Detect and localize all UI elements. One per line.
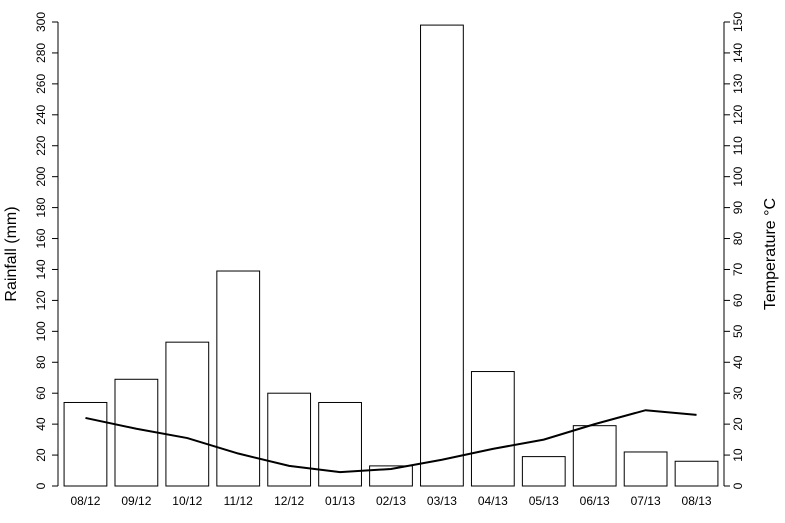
y-tick-label: 60 <box>34 386 48 400</box>
bar <box>420 24 464 487</box>
x-tick-label: 06/13 <box>580 494 610 508</box>
y-tick-label: 20 <box>34 448 48 462</box>
bar <box>267 392 312 487</box>
x-tick-label: 05/13 <box>529 494 559 508</box>
bar <box>623 451 668 487</box>
y2-tick-label: 60 <box>731 293 745 307</box>
y2-tick-label: 130 <box>731 74 745 94</box>
y2-tick-label: 100 <box>731 166 745 186</box>
line <box>85 409 697 474</box>
y-tick-label: 80 <box>34 355 48 369</box>
y-tick-label: 120 <box>34 290 48 310</box>
bar <box>318 401 362 487</box>
y2-tick-label: 50 <box>731 324 745 338</box>
x-tick-label: 02/13 <box>376 494 406 508</box>
y2-tick-label: 80 <box>731 232 745 246</box>
y2-tick-label: 10 <box>731 448 745 462</box>
x-tick-label: 09/12 <box>121 494 151 508</box>
y-tick-label: 40 <box>34 417 48 431</box>
y2-tick-label: 120 <box>731 104 745 124</box>
y2-tick-label: 20 <box>731 417 745 431</box>
x-tick-label: 12/12 <box>274 494 304 508</box>
x-tick-label: 07/13 <box>631 494 661 508</box>
y2-tick-label: 110 <box>731 136 745 155</box>
bar <box>470 371 515 487</box>
bar <box>369 465 413 487</box>
x-tick-label: 08/12 <box>70 494 100 508</box>
x-tick-label: 01/13 <box>325 494 355 508</box>
bar <box>63 401 108 487</box>
y-tick-label: 220 <box>34 135 48 155</box>
bar <box>114 378 159 487</box>
y2-tick-label: 90 <box>731 201 745 215</box>
y2-tick-label: 40 <box>731 355 745 369</box>
x-tick-label: 04/13 <box>478 494 508 508</box>
y2-tick-label: 70 <box>731 262 745 276</box>
y-axis-label: Rainfall (mm) <box>3 206 20 301</box>
x-tick-label: 03/13 <box>427 494 457 508</box>
y-tick-label: 100 <box>34 321 48 341</box>
y2-tick-label: 140 <box>731 43 745 63</box>
y-tick-label: 0 <box>34 482 48 489</box>
y-tick-label: 160 <box>34 228 48 248</box>
y-tick-label: 140 <box>34 259 48 279</box>
y2-tick-label: 0 <box>731 482 745 489</box>
bar <box>165 341 210 487</box>
y-tick-label: 180 <box>34 197 48 217</box>
x-tick-label: 10/12 <box>172 494 202 508</box>
y-tick-label: 280 <box>34 43 48 63</box>
y-tick-label: 240 <box>34 104 48 124</box>
x-tick-label: 08/13 <box>682 494 712 508</box>
y2-axis-label: Temperature °C <box>762 198 779 310</box>
bar <box>674 460 719 487</box>
bar <box>572 425 617 487</box>
y2-tick-label: 150 <box>731 12 745 32</box>
x-tick-label: 11/12 <box>224 494 253 508</box>
y-tick-label: 300 <box>34 12 48 32</box>
y-tick-label: 260 <box>34 74 48 94</box>
y-tick-label: 200 <box>34 166 48 186</box>
y2-tick-label: 30 <box>731 386 745 400</box>
bar <box>521 456 566 487</box>
